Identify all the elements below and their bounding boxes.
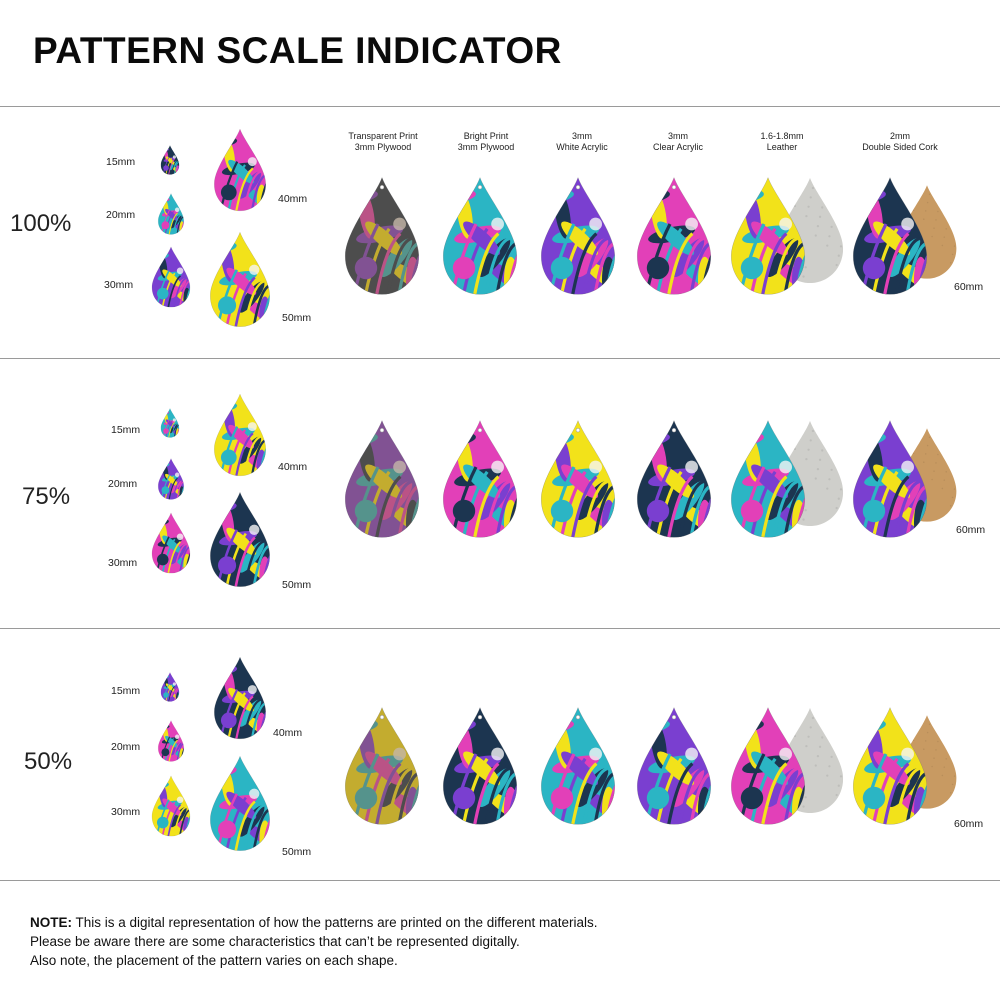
sample-drop-50mm <box>204 755 276 852</box>
sample-drop-50mm <box>204 491 276 588</box>
scale-label-75: 75% <box>22 483 71 510</box>
sample-drop-40mm <box>211 656 269 740</box>
sample-drop-20mm <box>156 720 186 762</box>
material-drop-bright-plywood <box>440 175 520 297</box>
material-drop-cork <box>850 418 930 540</box>
divider-1 <box>0 358 1000 359</box>
material-drop-transparent-plywood <box>342 418 422 540</box>
divider-top <box>0 106 1000 107</box>
size-label-20mm: 20mm <box>111 741 141 753</box>
sample-drop-30mm <box>150 512 192 574</box>
sample-drop-15mm <box>160 408 180 438</box>
sample-drop-50mm <box>204 231 276 328</box>
material-drop-bright-plywood <box>440 418 520 540</box>
size-label-15mm: 15mm <box>111 685 141 697</box>
sample-drop-40mm <box>211 128 269 212</box>
size-label-50mm: 50mm <box>282 846 312 858</box>
material-drop-clear-acrylic <box>634 418 714 540</box>
size-label-15mm: 15mm <box>111 424 141 436</box>
note-label: NOTE: <box>30 915 72 930</box>
sample-drop-30mm <box>150 775 192 837</box>
material-drop-clear-acrylic <box>634 175 714 297</box>
sample-drop-20mm <box>156 193 186 235</box>
size-label-50mm: 50mm <box>282 579 312 591</box>
scale-label-50: 50% <box>24 748 73 775</box>
material-label-transparent-plywood: Transparent Print 3mm Plywood <box>348 131 418 152</box>
divider-2 <box>0 628 1000 629</box>
sample-drop-30mm <box>150 246 192 308</box>
material-label-leather: 1.6-1.8mm Leather <box>760 131 804 152</box>
material-drop-leather <box>728 418 808 540</box>
material-label-white-acrylic: 3mm White Acrylic <box>556 131 608 152</box>
material-drop-transparent-plywood <box>342 175 422 297</box>
size-label-20mm: 20mm <box>106 209 136 221</box>
size-label-40mm: 40mm <box>278 193 308 205</box>
size-label-60mm: 60mm <box>956 524 986 536</box>
size-label-60mm: 60mm <box>954 818 984 830</box>
material-drop-bright-plywood <box>440 705 520 827</box>
material-label-cork: 2mm Double Sided Cork <box>862 131 938 152</box>
size-label-30mm: 30mm <box>111 806 141 818</box>
sample-drop-20mm <box>156 458 186 500</box>
sample-drop-15mm <box>160 672 180 702</box>
size-label-40mm: 40mm <box>278 461 308 473</box>
size-label-50mm: 50mm <box>282 312 312 324</box>
size-label-30mm: 30mm <box>104 279 134 291</box>
material-drop-cork <box>850 705 930 827</box>
material-drop-clear-acrylic <box>634 705 714 827</box>
note-text: NOTE: This is a digital representation o… <box>30 915 598 968</box>
material-drop-white-acrylic <box>538 175 618 297</box>
size-label-40mm: 40mm <box>273 727 303 739</box>
sample-drop-15mm <box>160 145 180 175</box>
sample-drop-40mm <box>211 393 269 477</box>
material-drop-white-acrylic <box>538 705 618 827</box>
material-drop-cork <box>850 175 930 297</box>
size-label-15mm: 15mm <box>106 156 136 168</box>
scale-label-100: 100% <box>10 210 72 237</box>
material-label-clear-acrylic: 3mm Clear Acrylic <box>652 131 703 152</box>
page-title: PATTERN SCALE INDICATOR <box>33 30 562 71</box>
material-drop-transparent-plywood <box>342 705 422 827</box>
size-label-20mm: 20mm <box>108 478 138 490</box>
material-drop-white-acrylic <box>538 418 618 540</box>
size-label-60mm: 60mm <box>954 281 984 293</box>
divider-bottom <box>0 880 1000 881</box>
material-drop-leather <box>728 175 808 297</box>
material-drop-leather <box>728 705 808 827</box>
size-label-30mm: 30mm <box>108 557 138 569</box>
material-label-bright-plywood: Bright Print 3mm Plywood <box>457 131 515 152</box>
